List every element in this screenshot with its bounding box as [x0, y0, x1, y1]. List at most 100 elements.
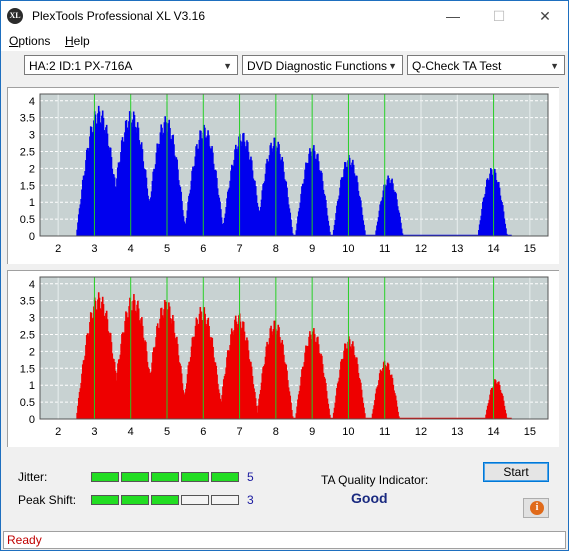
x-tick-label: 15 [524, 426, 536, 438]
y-tick-label: 4 [29, 279, 35, 291]
data-bar [397, 411, 399, 419]
top-chart: 4 3.5 3 2.5 2 1.5 1 0.5 0 2 3 4 5 6 7 8 9 10 11 12 13 14 15 [20, 93, 549, 255]
y-tick-label: 3.5 [20, 296, 35, 308]
x-tick-label: 5 [164, 243, 170, 255]
x-tick-label: 3 [91, 426, 97, 438]
x-tick-label: 4 [128, 426, 134, 438]
x-tick-label: 14 [487, 426, 499, 438]
meter-segment [151, 472, 179, 482]
x-tick-label: 7 [237, 426, 243, 438]
meter-segment [121, 472, 149, 482]
meter-segment [151, 495, 179, 505]
x-tick-label: 12 [415, 426, 427, 438]
menu-options[interactable]: Options [9, 34, 50, 48]
y-tick-label: 3 [29, 313, 35, 325]
chevron-down-icon: ▼ [223, 61, 232, 71]
data-bar [328, 225, 330, 236]
y-tick-label: 1 [29, 197, 35, 209]
data-bar [255, 405, 258, 419]
ta-quality-value: Good [351, 490, 388, 506]
data-bar [401, 233, 404, 236]
meter-segment [211, 495, 239, 505]
chevron-down-icon: ▼ [388, 61, 397, 71]
data-bar [329, 231, 331, 236]
x-tick-label: 11 [379, 243, 390, 255]
function-select[interactable]: DVD Diagnostic Functions ▼ [242, 55, 403, 75]
x-tick-label: 2 [55, 243, 61, 255]
meter-segment [181, 495, 209, 505]
start-button[interactable]: Start [483, 462, 549, 482]
menu-help-label: elp [73, 34, 90, 48]
x-tick-label: 13 [451, 243, 463, 255]
x-tick-label: 6 [200, 243, 206, 255]
x-tick-label: 9 [309, 426, 315, 438]
bottom-chart: 4 3.5 3 2.5 2 1.5 1 0.5 0 2 3 4 5 6 7 8 9 10 11 12 13 14 15 [20, 276, 549, 438]
y-tick-label: 2.5 [20, 329, 35, 341]
close-button[interactable]: ✕ [539, 8, 551, 24]
app-logo-icon: XL [7, 8, 23, 24]
status-box: Ready [3, 531, 566, 549]
jitter-label: Jitter: [18, 470, 48, 484]
x-tick-label: 5 [164, 426, 170, 438]
data-bar [505, 228, 507, 236]
data-bar [291, 233, 294, 236]
status-text: Ready [7, 533, 42, 547]
info-icon: i [530, 501, 544, 515]
window-title: PlexTools Professional XL V3.16 [32, 9, 205, 23]
data-bar [291, 409, 293, 419]
menu-options-mnemonic: O [9, 34, 19, 48]
toolbar: HA:2 ID:1 PX-716A ▼ DVD Diagnostic Funct… [1, 51, 568, 83]
data-bar [364, 413, 366, 419]
x-tick-label: 15 [524, 243, 536, 255]
chevron-down-icon: ▼ [550, 61, 559, 71]
drive-select[interactable]: HA:2 ID:1 PX-716A ▼ [24, 55, 238, 75]
y-tick-label: 1.5 [20, 180, 35, 192]
x-tick-label: 10 [342, 426, 354, 438]
y-tick-label: 1.5 [20, 363, 35, 375]
y-tick-label: 1 [29, 380, 35, 392]
y-tick-label: 3 [29, 130, 35, 142]
y-tick-label: 3.5 [20, 113, 35, 125]
drive-select-value: HA:2 ID:1 PX-716A [29, 59, 133, 73]
x-tick-label: 8 [273, 243, 279, 255]
x-tick-label: 13 [451, 426, 463, 438]
x-tick-label: 14 [487, 243, 499, 255]
ta-quality-label: TA Quality Indicator: [321, 473, 429, 487]
data-bar [398, 416, 400, 419]
test-select-value: Q-Check TA Test [412, 59, 502, 73]
menu-options-label: ptions [18, 34, 51, 48]
info-button[interactable]: i [523, 498, 549, 518]
data-bar [329, 414, 331, 419]
y-tick-label: 0.5 [20, 214, 35, 226]
x-tick-label: 7 [237, 243, 243, 255]
x-tick-label: 2 [55, 426, 61, 438]
data-bar [505, 413, 507, 419]
x-tick-label: 4 [128, 243, 134, 255]
results-panel: Jitter: 5 Peak Shift: 3 TA Quality Indic… [7, 456, 562, 528]
status-bar: Ready [1, 530, 568, 550]
peak-shift-meter [91, 495, 241, 505]
x-tick-label: 11 [379, 426, 390, 438]
data-bar [291, 226, 293, 236]
x-tick-label: 12 [415, 243, 427, 255]
meter-segment [211, 472, 239, 482]
y-tick-label: 0.5 [20, 397, 35, 409]
test-select[interactable]: Q-Check TA Test ▼ [407, 55, 565, 75]
title-bar[interactable]: XL PlexTools Professional XL V3.16 — ☐ ✕ [1, 1, 568, 31]
x-tick-label: 6 [200, 426, 206, 438]
peak-shift-value: 3 [247, 493, 254, 507]
minimize-button[interactable]: — [446, 8, 460, 24]
data-bar [364, 230, 366, 236]
peak-shift-label: Peak Shift: [18, 493, 77, 507]
jitter-chart-panel: 4 3.5 3 2.5 2 1.5 1 0.5 0 2 3 4 5 6 7 8 9 10 11 12 13 14 15 [7, 87, 559, 264]
maximize-button[interactable]: ☐ [492, 8, 506, 24]
y-tick-label: 2 [29, 163, 35, 175]
plot-border [39, 93, 549, 237]
meter-segment [91, 472, 119, 482]
meter-segment [121, 495, 149, 505]
menu-help[interactable]: Help [65, 34, 90, 48]
y-tick-label: 4 [29, 96, 35, 108]
y-tick-label: 0 [29, 231, 35, 243]
jitter-value: 5 [247, 470, 254, 484]
